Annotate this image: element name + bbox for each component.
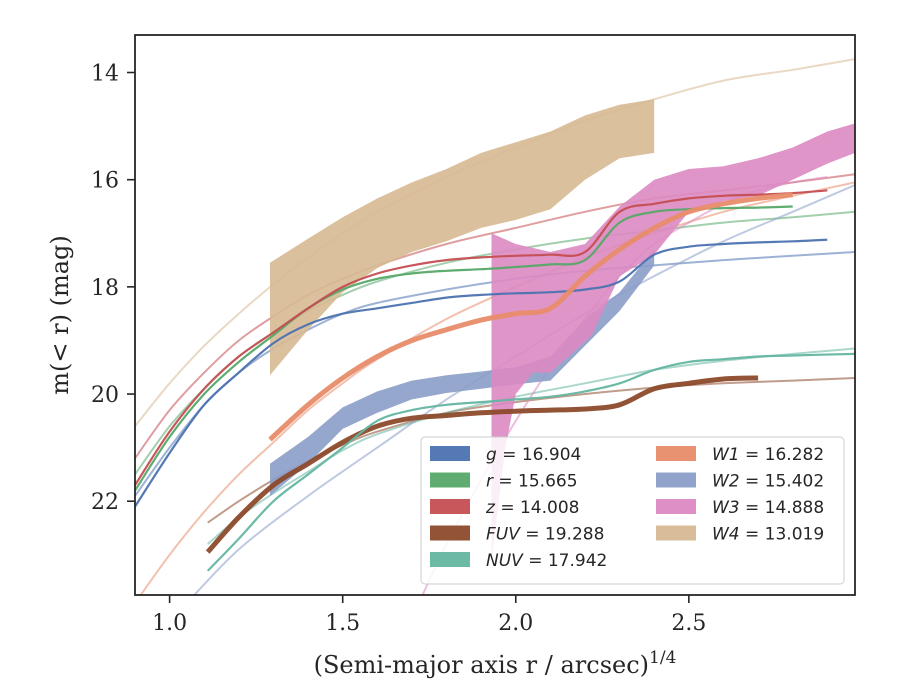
y-tick-label: 20 (91, 383, 119, 408)
legend-swatch-r (430, 472, 470, 488)
legend-label-W3: W3 = 14.888 (712, 498, 824, 518)
x-tick-label: 1.5 (325, 611, 360, 636)
y-axis-ticks: 14 16 18 20 22 (91, 62, 135, 515)
legend-swatch-W4 (656, 525, 696, 541)
legend-label-W4: W4 = 13.019 (712, 525, 824, 545)
data-line-W1 (268, 192, 793, 442)
legend: g = 16.904 r = 15.665 z = 14.008 FUV = 19.2… (420, 436, 845, 585)
x-tick-label: 2.0 (498, 611, 533, 636)
legend-swatch-W1 (656, 446, 696, 461)
model-curve-4 (207, 347, 855, 545)
legend-swatch-W2 (656, 472, 696, 488)
data-line-g (135, 238, 828, 508)
y-tick-label: 14 (91, 62, 119, 87)
x-tick-label: 2.5 (671, 611, 706, 636)
plot-frame (134, 34, 856, 596)
y-tick-label: 22 (91, 490, 119, 515)
data-lines (135, 189, 855, 572)
legend-box (420, 436, 845, 585)
legend-label-FUV: FUV = 19.288 (486, 525, 604, 545)
data-line-FUV (205, 375, 759, 554)
legend-swatch-FUV (430, 525, 470, 541)
legend-swatch-z (430, 499, 470, 514)
data-line-r (135, 205, 793, 492)
y-axis-label: m(< r) (mag) (46, 235, 74, 394)
x-tick-label: 1.0 (152, 611, 187, 636)
legend-swatch-W3 (656, 499, 696, 514)
data-line-z (135, 189, 828, 486)
band-W4 (270, 99, 655, 376)
x-axis-label-power: 1/4 (649, 648, 676, 668)
legend-label-W1: W1 = 16.282 (712, 445, 824, 465)
legend-label-NUV: NUV = 17.942 (486, 551, 607, 571)
y-tick-label: 18 (91, 276, 119, 301)
legend-label-z: z = 14.008 (485, 498, 579, 518)
legend-label-r: r = 15.665 (486, 472, 578, 492)
legend-swatch-NUV (430, 552, 470, 567)
legend-swatch-g (430, 446, 470, 461)
legend-label-W2: W2 = 15.402 (712, 472, 824, 492)
y-tick-label: 16 (91, 169, 119, 194)
x-axis-label: (Semi-major axis r / arcsec)1/4 (314, 648, 677, 679)
legend-label-g: g = 16.904 (486, 445, 581, 465)
data-line-NUV (206, 352, 855, 572)
x-axis-ticks: 1.0 1.5 2.0 2.5 (152, 595, 706, 636)
